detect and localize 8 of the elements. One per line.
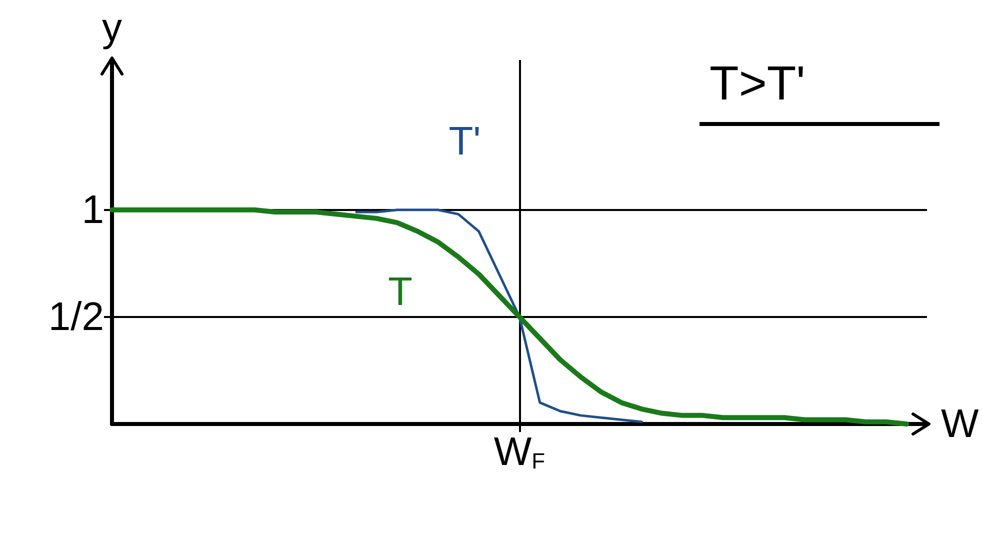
y-axis-title: y [102, 6, 122, 50]
x-axis-title: W [941, 402, 979, 446]
y-tick-label: 1 [82, 188, 104, 232]
x-tick-label: WF [494, 430, 546, 474]
series-label: T [388, 270, 412, 314]
y-tick-label: 1/2 [48, 294, 104, 339]
series-label: T' [448, 119, 481, 164]
annotation: T>T' [710, 58, 806, 110]
